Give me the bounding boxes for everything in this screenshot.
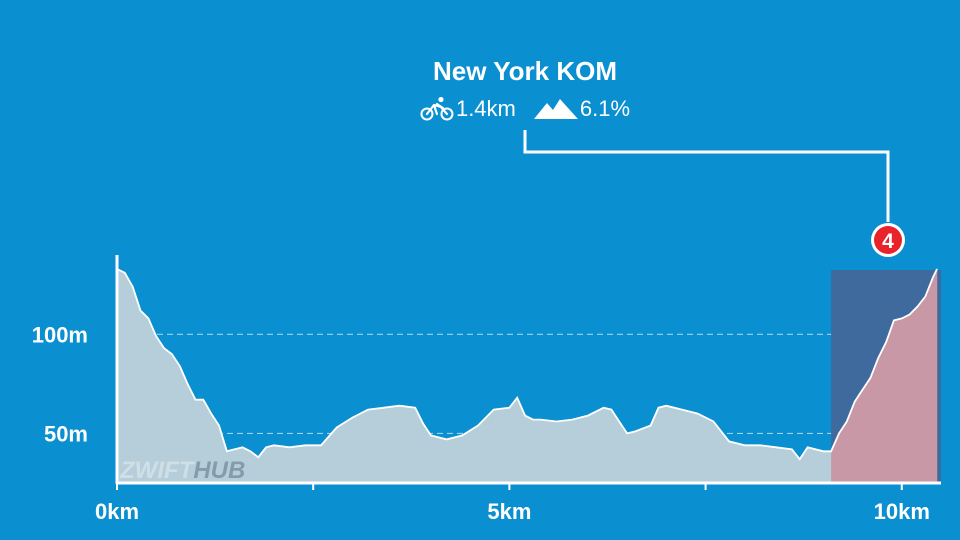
- x-tick-label-0: 0km: [95, 499, 139, 524]
- bicycle-icon: [420, 96, 454, 121]
- watermark-part-2: HUB: [193, 457, 245, 484]
- y-tick-label-1: 100m: [32, 322, 88, 347]
- axis-layer: 0km 5km 10km 50m 100m: [32, 255, 941, 524]
- y-tick-label-0: 50m: [44, 421, 88, 446]
- segment-stats: 1.4km 6.1%: [420, 96, 630, 122]
- segment-elevation-area: [831, 268, 938, 483]
- segment-marker-badge: [874, 226, 902, 254]
- zwifthub-watermark: ZWIFTHUB: [119, 457, 245, 484]
- segment-callout-line: [523, 130, 890, 222]
- x-tick-label-2: 5km: [487, 499, 531, 524]
- segment-distance: 1.4km: [420, 96, 516, 122]
- elevation-area: [117, 268, 938, 483]
- watermark-part-1: ZWIFT: [119, 457, 196, 484]
- segment-gradient: 6.1%: [533, 96, 631, 122]
- segment-distance-value: 1.4km: [455, 96, 516, 121]
- segment-gradient-value: 6.1%: [579, 96, 631, 121]
- segment-title: New York KOM: [433, 56, 617, 86]
- mountain-icon: [533, 99, 578, 119]
- segment-marker[interactable]: 4: [871, 223, 905, 257]
- segment-marker-number: 4: [882, 230, 894, 253]
- elevation-line: [116, 268, 938, 461]
- x-tick-label-4: 10km: [874, 499, 930, 524]
